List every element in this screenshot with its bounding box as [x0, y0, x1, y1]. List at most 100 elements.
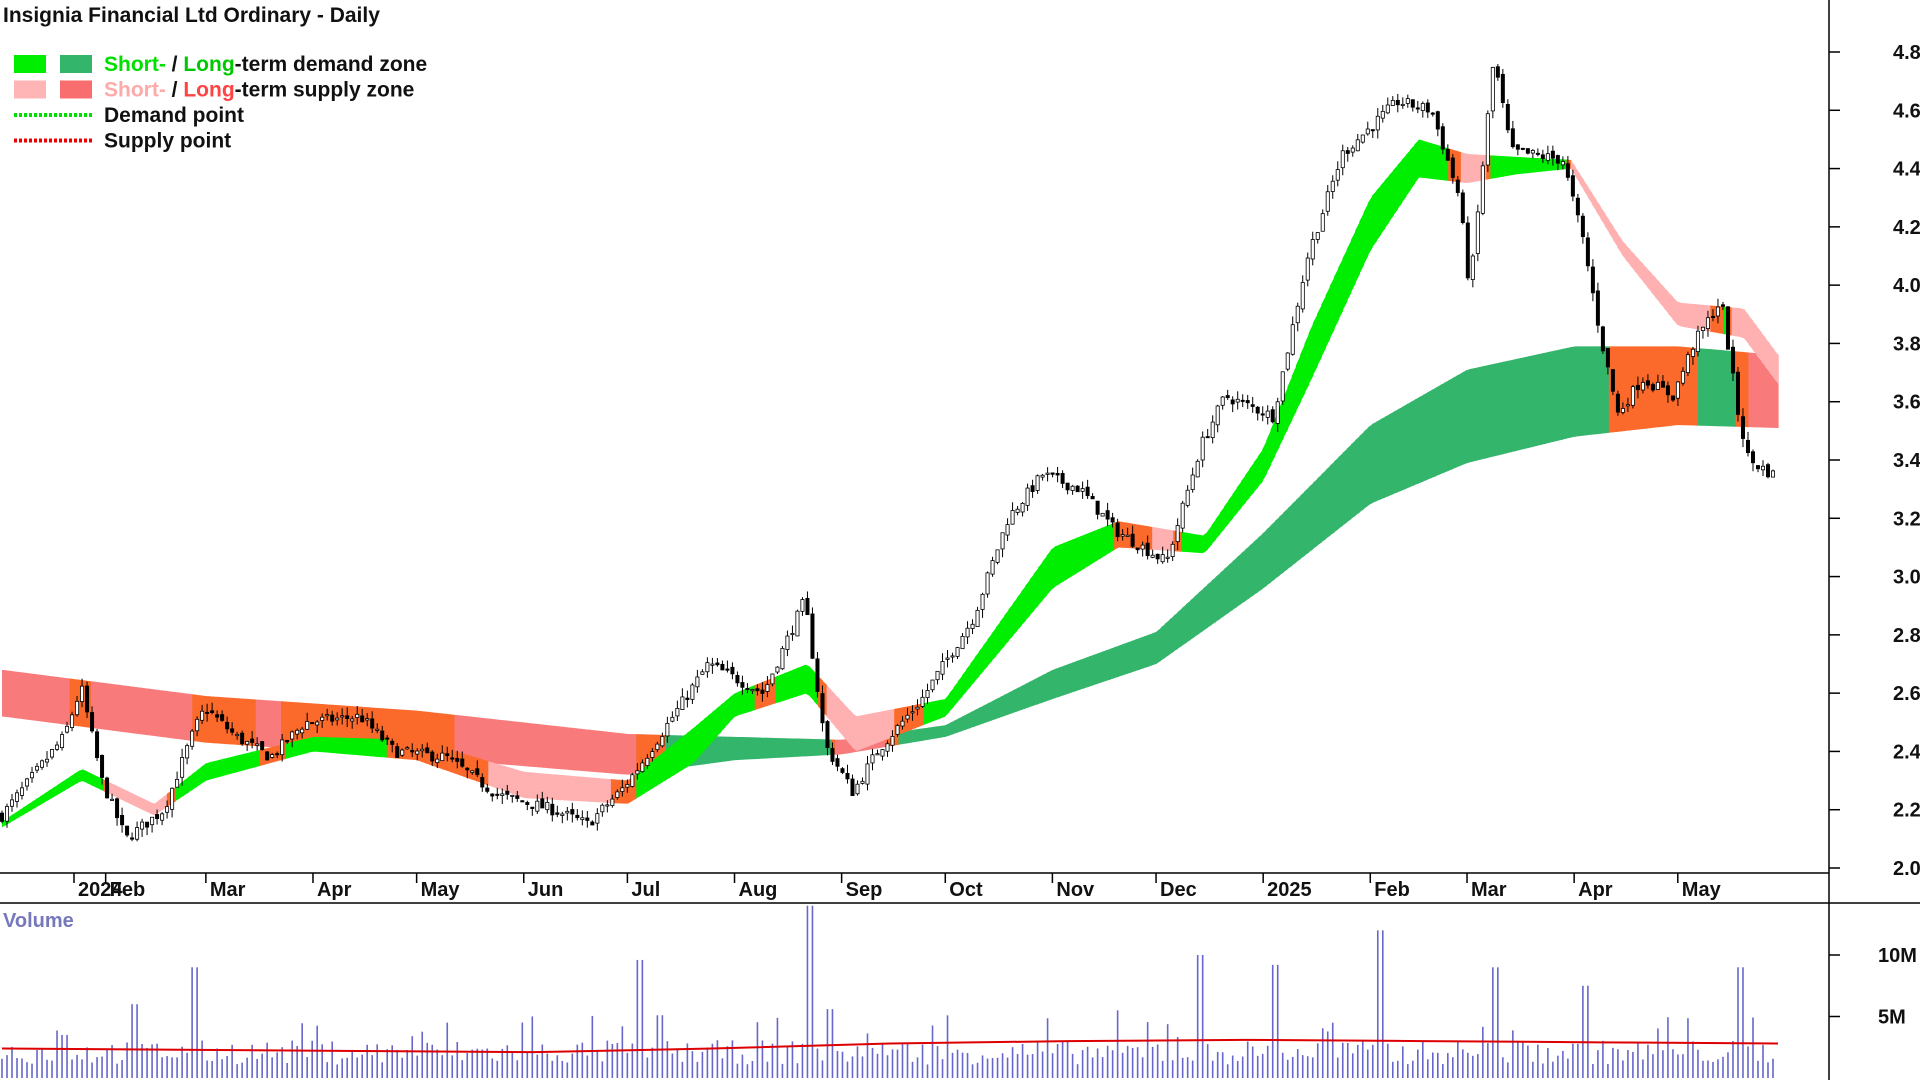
long-term-demand-segment — [1109, 647, 1115, 680]
candle-up — [1120, 534, 1125, 537]
long-term-supply-segment — [1756, 353, 1762, 428]
candle-down — [685, 697, 690, 701]
candle-down — [1445, 148, 1450, 161]
long-term-demand-segment — [1169, 615, 1174, 655]
overlap-zone-segment — [450, 714, 456, 761]
long-term-demand-segment — [1164, 619, 1170, 658]
candle-down — [1465, 222, 1470, 279]
overlap-zone-segment — [1646, 346, 1652, 429]
legend-label: Short- / Long-term supply zone — [104, 79, 414, 102]
candle-up — [1310, 239, 1315, 260]
candle-down — [1550, 150, 1555, 159]
candle-down — [1745, 439, 1750, 453]
short-term-demand-segment — [293, 740, 299, 757]
long-term-demand-segment — [1131, 639, 1136, 673]
long-term-demand-segment — [1566, 347, 1572, 439]
long-term-demand-segment — [1059, 665, 1064, 697]
long-term-supply-segment — [598, 730, 604, 773]
short-term-demand-segment — [1004, 609, 1009, 646]
long-term-supply-segment — [589, 729, 595, 772]
short-term-supply-segment — [1604, 213, 1610, 233]
candle-up — [365, 718, 370, 721]
long-term-demand-segment — [978, 705, 984, 726]
short-term-demand-segment — [987, 633, 993, 667]
candle-down — [1755, 465, 1760, 470]
candle-down — [95, 731, 100, 759]
long-term-demand-segment — [725, 736, 730, 762]
short-term-supply-segment — [1465, 153, 1470, 183]
short-term-demand-segment — [1207, 525, 1212, 550]
volume-axis-ticks: 10M 5M — [1829, 945, 1917, 1029]
long-term-demand-segment — [995, 696, 1001, 720]
long-term-demand-segment — [1545, 351, 1551, 444]
candle-up — [175, 778, 180, 788]
short-term-demand-segment — [1503, 156, 1508, 177]
short-term-demand-segment — [95, 775, 100, 790]
long-term-supply-segment — [551, 725, 557, 769]
short-term-demand-segment — [1545, 158, 1551, 172]
candle-up — [1380, 110, 1385, 119]
candle-up — [1390, 100, 1395, 106]
long-term-demand-segment — [754, 737, 760, 760]
candle-down — [585, 817, 590, 821]
long-term-supply-segment — [44, 675, 50, 723]
short-term-demand-segment — [251, 750, 257, 769]
x-tick-label: Sep — [846, 879, 883, 901]
candle-down — [445, 753, 450, 757]
short-term-demand-segment — [1186, 532, 1191, 553]
short-term-demand-segment — [1427, 141, 1432, 179]
candle-down — [275, 753, 280, 756]
candle-down — [145, 821, 150, 828]
short-term-demand-segment — [204, 762, 210, 782]
short-term-demand-segment — [1367, 195, 1373, 256]
long-term-demand-segment — [1697, 348, 1703, 426]
candle-up — [625, 784, 630, 788]
short-term-demand-segment — [1363, 203, 1369, 265]
candle-up — [350, 718, 355, 722]
candle-up — [500, 793, 505, 796]
short-term-demand-segment — [1376, 185, 1382, 242]
candle-down — [1645, 380, 1650, 386]
long-term-supply-segment — [581, 728, 587, 772]
candle-down — [575, 814, 580, 819]
candle-up — [135, 827, 140, 840]
candle-up — [870, 754, 875, 764]
candle-down — [1105, 510, 1110, 520]
long-term-supply-segment — [150, 688, 155, 737]
candle-up — [860, 780, 865, 784]
long-term-supply-segment — [56, 676, 62, 725]
candle-up — [405, 747, 410, 750]
legend-label-part: Supply point — [104, 130, 231, 153]
short-term-demand-segment — [780, 673, 785, 702]
short-term-supply-segment — [1756, 326, 1762, 362]
overlap-zone-segment — [285, 701, 291, 749]
short-term-demand-segment — [1439, 145, 1445, 181]
long-term-supply-segment — [111, 683, 117, 732]
candle-down — [1090, 495, 1095, 500]
short-term-zone-band — [2, 139, 1779, 828]
long-term-demand-segment — [1587, 346, 1593, 436]
long-term-demand-segment — [1038, 675, 1043, 705]
candle-down — [1345, 150, 1350, 154]
candle-up — [295, 729, 300, 735]
candle-down — [1615, 393, 1620, 413]
candle-up — [1035, 475, 1040, 491]
long-term-supply-segment — [61, 677, 67, 725]
long-term-demand-segment — [1367, 424, 1373, 506]
short-term-supply-segment — [868, 713, 874, 747]
overlap-zone-segment — [259, 748, 265, 766]
legend-label-part: Demand point — [104, 104, 244, 127]
x-tick-label: Apr — [1578, 879, 1613, 901]
candle-down — [1495, 66, 1500, 78]
candle-up — [60, 734, 65, 749]
short-term-demand-segment — [1321, 295, 1327, 358]
candle-down — [465, 767, 470, 771]
short-term-demand-segment — [796, 666, 802, 697]
candle-down — [250, 738, 255, 743]
x-tick-label: May — [421, 879, 461, 901]
candle-up — [1280, 371, 1285, 402]
short-term-demand-segment — [953, 681, 959, 707]
short-term-demand-segment — [665, 746, 671, 780]
long-term-demand-segment — [1401, 404, 1407, 491]
